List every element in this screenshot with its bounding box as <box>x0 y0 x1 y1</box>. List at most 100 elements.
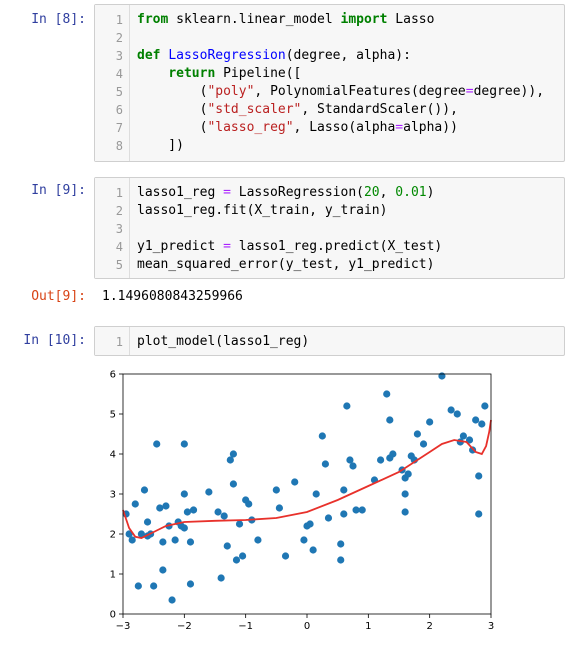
code-line[interactable]: 4 return Pipeline([ <box>95 65 564 83</box>
code-text[interactable]: ("poly", PolynomialFeatures(degree=degre… <box>137 84 545 99</box>
data-point <box>140 486 149 494</box>
code-text[interactable]: mean_squared_error(y_test, y1_predict) <box>137 257 435 272</box>
line-number: 3 <box>115 222 123 236</box>
code-line[interactable]: 3 def LassoRegression(degree, alpha): <box>95 47 564 65</box>
x-tick-label: 1 <box>365 621 371 632</box>
code-line[interactable]: 8 ]) <box>95 137 564 155</box>
code-line[interactable]: 5 mean_squared_error(y_test, y1_predict) <box>95 256 564 274</box>
data-point <box>168 596 176 604</box>
code-line[interactable]: 1 plot_model(lasso1_reg) <box>95 333 564 351</box>
data-point <box>131 500 139 508</box>
data-point <box>438 372 446 380</box>
data-point <box>186 538 195 546</box>
data-point <box>478 420 486 428</box>
code-line[interactable]: 7 ("lasso_reg", Lasso(alpha=alpha)) <box>95 119 564 137</box>
data-point <box>137 530 145 538</box>
data-point <box>337 540 345 548</box>
line-number: 1 <box>115 13 123 27</box>
line-number: 3 <box>115 49 123 63</box>
data-point <box>453 410 461 418</box>
code-line[interactable]: 3 <box>95 220 564 238</box>
data-point <box>404 470 412 478</box>
code-line[interactable]: 2 <box>95 29 564 47</box>
y-tick-label: 4 <box>110 450 116 461</box>
code-text[interactable]: lasso1_reg.fit(X_train, y_train) <box>137 203 388 218</box>
line-number: 5 <box>115 258 123 272</box>
data-point <box>481 402 489 410</box>
code-line[interactable]: 4 y1_predict = lasso1_reg.predict(X_test) <box>95 238 564 256</box>
x-tick-label: −1 <box>238 621 253 632</box>
data-point <box>223 542 231 550</box>
y-tick-label: 6 <box>110 370 116 381</box>
data-point <box>229 450 237 458</box>
data-point <box>150 582 158 590</box>
data-point <box>312 490 320 498</box>
x-tick-label: 0 <box>304 621 310 632</box>
code-text[interactable]: ("lasso_reg", Lasso(alpha=alpha)) <box>137 120 458 135</box>
x-tick-label: 3 <box>488 621 494 632</box>
code-line[interactable]: 1 from sklearn.linear_model import Lasso <box>95 11 564 29</box>
data-point <box>159 566 167 574</box>
data-point <box>383 390 391 398</box>
plot-background <box>123 374 491 614</box>
data-point <box>153 440 161 448</box>
data-point <box>214 508 222 516</box>
line-number: 2 <box>115 31 123 45</box>
y-tick-label: 5 <box>110 410 116 421</box>
code-editor[interactable]: 1 lasso1_reg = LassoRegression(20, 0.01) 2… <box>94 177 565 279</box>
data-point <box>217 574 225 582</box>
input-prompt: In [8]: <box>31 12 86 27</box>
code-text[interactable]: lasso1_reg = LassoRegression(20, 0.01) <box>137 185 435 200</box>
data-point <box>377 456 385 464</box>
data-point <box>318 432 326 440</box>
line-number-gutter <box>95 5 130 161</box>
line-number: 1 <box>115 335 123 349</box>
data-point <box>475 472 483 480</box>
line-number: 4 <box>115 67 123 81</box>
code-line[interactable]: 2 lasso1_reg.fit(X_train, y_train) <box>95 202 564 220</box>
data-point <box>128 536 136 544</box>
x-tick-label: −2 <box>177 621 192 632</box>
code-text[interactable]: return Pipeline([ <box>168 66 302 81</box>
code-line[interactable]: 1 lasso1_reg = LassoRegression(20, 0.01) <box>95 184 564 202</box>
code-text[interactable]: plot_model(lasso1_reg) <box>137 334 310 349</box>
scatter-plot: −3 −2 −1 0 1 2 3 0 1 2 3 4 5 6 <box>110 370 495 633</box>
data-point <box>401 490 409 498</box>
plot-frame <box>122 373 492 615</box>
data-point <box>239 552 247 560</box>
code-editor[interactable]: 1 from sklearn.linear_model import Lasso 2… <box>94 4 565 162</box>
line-number-gutter <box>95 178 130 278</box>
data-point <box>419 440 428 448</box>
data-point <box>189 506 198 514</box>
data-point <box>171 536 179 544</box>
data-point <box>220 512 228 520</box>
code-line[interactable]: 5 ("poly", PolynomialFeatures(degree=deg… <box>95 83 564 101</box>
data-point <box>324 514 333 522</box>
input-prompt: In [9]: <box>31 183 86 198</box>
data-point <box>281 552 290 560</box>
code-editor[interactable]: 1 plot_model(lasso1_reg) <box>94 326 565 356</box>
data-point <box>232 556 241 564</box>
y-tick-label: 1 <box>110 570 116 581</box>
input-prompt: In [10]: <box>23 333 86 348</box>
data-point <box>386 416 394 424</box>
data-point <box>447 406 455 414</box>
line-number-gutter <box>95 327 130 355</box>
regression-curve <box>122 419 492 539</box>
data-point <box>337 556 345 564</box>
data-point <box>235 520 244 528</box>
code-line[interactable]: 6 ("std_scaler", StandardScaler()), <box>95 101 564 119</box>
line-number: 2 <box>115 204 123 218</box>
code-text[interactable]: ("std_scaler", StandardScaler()), <box>137 102 458 117</box>
code-text[interactable]: def LassoRegression(degree, alpha): <box>137 48 411 63</box>
x-tick-label: 2 <box>426 621 432 632</box>
code-text[interactable]: from sklearn.linear_model import Lasso <box>137 12 435 27</box>
y-tick-label: 3 <box>110 490 116 501</box>
data-point <box>358 506 366 514</box>
code-text[interactable]: y1_predict = lasso1_reg.predict(X_test) <box>137 239 443 254</box>
data-point <box>413 430 421 438</box>
code-text[interactable]: ]) <box>137 138 184 153</box>
line-number: 1 <box>115 186 123 200</box>
line-number: 5 <box>115 85 123 99</box>
data-point <box>300 536 308 544</box>
